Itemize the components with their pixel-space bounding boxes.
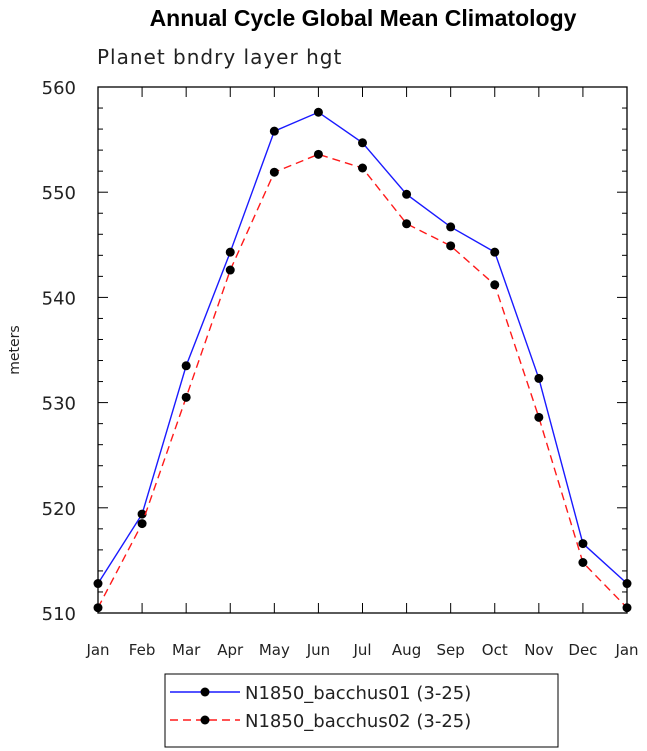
x-tick-label: Feb <box>129 641 156 659</box>
y-tick-label: 530 <box>42 394 76 415</box>
data-point <box>534 412 544 422</box>
data-point <box>269 126 279 136</box>
x-tick-labels: Jan Feb Mar Apr May Jun Jul Aug Sep Oct Nov Dec Jan <box>85 641 638 659</box>
data-point <box>93 603 103 613</box>
data-point <box>225 265 235 275</box>
series-layer <box>93 107 632 613</box>
x-tick-label: Aug <box>392 641 421 659</box>
legend: N1850_bacchus01 (3-25) N1850_bacchus02 (3… <box>164 673 559 748</box>
x-tick-label: Nov <box>524 641 553 659</box>
x-tick-label: Oct <box>482 641 508 659</box>
x-tick-label: Jun <box>306 641 330 659</box>
data-point <box>490 247 500 257</box>
series-line <box>97 111 628 585</box>
y-axis-label: meters <box>7 325 23 374</box>
data-point <box>269 167 279 177</box>
data-point <box>93 579 103 589</box>
y-tick-label: 550 <box>42 183 76 204</box>
data-point <box>402 189 412 199</box>
x-tick-label: Sep <box>437 641 465 659</box>
x-tick-label: Jan <box>85 641 109 659</box>
legend-marker <box>200 687 210 697</box>
data-point <box>137 519 147 529</box>
y-tick-labels: 510 520 530 540 550 560 <box>42 78 76 625</box>
x-tick-label: Dec <box>568 641 597 659</box>
series-2 <box>93 149 632 613</box>
chart-title: Annual Cycle Global Mean Climatology <box>150 5 577 31</box>
y-tick-label: 540 <box>42 288 76 309</box>
data-point <box>446 222 456 232</box>
data-point <box>490 280 500 290</box>
data-point <box>534 373 544 383</box>
y-tick-label: 560 <box>42 78 76 99</box>
x-tick-label: Jan <box>614 641 638 659</box>
data-point <box>181 392 191 402</box>
data-point <box>578 558 588 568</box>
x-tick-label: Jul <box>352 641 371 659</box>
data-point <box>578 539 588 549</box>
chart-subtitle: Planet bndry layer hgt <box>97 45 342 69</box>
data-point <box>313 107 323 117</box>
y-tick-label: 520 <box>42 499 76 520</box>
legend-label: N1850_bacchus01 (3-25) <box>245 683 471 704</box>
legend-marker <box>200 715 210 725</box>
data-point <box>313 149 323 159</box>
data-point <box>225 247 235 257</box>
data-point <box>137 509 147 519</box>
data-point <box>402 219 412 229</box>
x-tick-label: Mar <box>172 641 201 659</box>
data-point <box>181 361 191 371</box>
legend-box <box>164 673 559 748</box>
series-1 <box>93 107 632 589</box>
data-point <box>358 138 367 148</box>
series-line <box>97 153 628 609</box>
y-tick-label: 510 <box>42 604 76 625</box>
legend-label: N1850_bacchus02 (3-25) <box>245 711 471 732</box>
data-point <box>622 603 632 613</box>
x-tick-label: May <box>259 641 290 659</box>
x-tick-label: Apr <box>217 641 244 659</box>
data-point <box>622 579 632 589</box>
data-point <box>446 241 456 251</box>
data-point <box>358 163 367 173</box>
axis-ticks <box>97 86 628 614</box>
